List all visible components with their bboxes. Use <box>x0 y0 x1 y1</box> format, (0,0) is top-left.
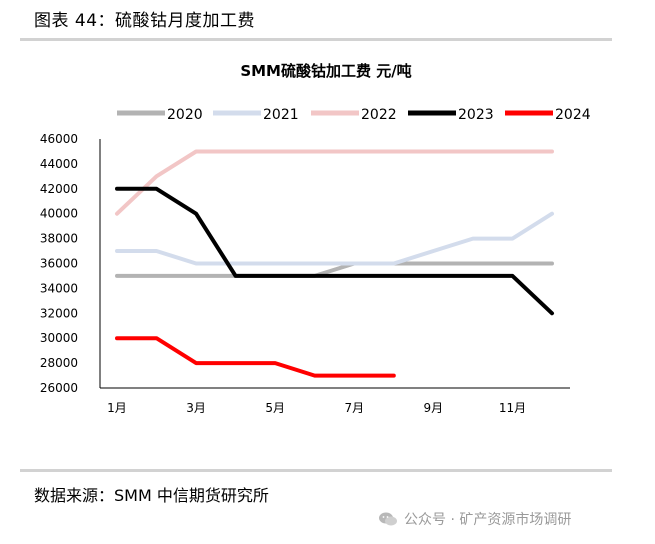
y-tick-label: 36000 <box>40 257 78 271</box>
series-line-2020 <box>115 261 554 278</box>
figure-title: 图表 44：硫酸钴月度加工费 <box>34 11 256 31</box>
chart-axes: 26000 28000 30000 32000 34000 36000 38000 40000… <box>40 132 570 415</box>
y-tick-label: 40000 <box>40 207 78 221</box>
series-line-2021 <box>115 211 554 266</box>
chart-title: SMM硫酸钴加工费 元/吨 <box>240 62 411 80</box>
series-line-2022 <box>115 149 554 216</box>
y-tick-label: 38000 <box>40 232 78 246</box>
y-tick-label: 46000 <box>40 132 78 146</box>
x-tick-label: 5月 <box>265 401 285 415</box>
x-tick-label: 3月 <box>186 401 206 415</box>
watermark-text: 公众号 · 矿产资源市场调研 <box>404 512 572 528</box>
series-line-2023 <box>115 186 554 316</box>
x-tick-label: 9月 <box>424 401 444 415</box>
y-tick-label: 42000 <box>40 182 78 196</box>
top-divider <box>20 38 612 41</box>
y-tick-label: 32000 <box>40 306 78 320</box>
legend-label-2021: 2021 <box>263 107 299 123</box>
legend-label-2024: 2024 <box>555 107 591 123</box>
x-tick-label: 11月 <box>499 401 526 415</box>
legend-label-2020: 2020 <box>167 107 203 123</box>
watermark: 公众号 · 矿产资源市场调研 <box>378 509 571 529</box>
source-note: 数据来源：SMM 中信期货研究所 <box>34 486 269 505</box>
legend-label-2022: 2022 <box>361 107 397 123</box>
x-tick-label: 1月 <box>107 401 127 415</box>
y-tick-label: 34000 <box>40 281 78 295</box>
y-tick-label: 44000 <box>40 157 78 171</box>
series-line-2024 <box>115 336 396 378</box>
y-tick-label: 26000 <box>40 381 78 395</box>
bottom-divider <box>20 469 612 472</box>
wechat-icon <box>379 512 397 526</box>
legend-label-2023: 2023 <box>458 107 494 123</box>
y-tick-label: 30000 <box>40 331 78 345</box>
x-tick-label: 7月 <box>344 401 364 415</box>
chart-legend: 2020 2021 2022 2023 2024 <box>117 107 591 123</box>
chart-series <box>115 149 554 378</box>
y-tick-label: 28000 <box>40 356 78 370</box>
